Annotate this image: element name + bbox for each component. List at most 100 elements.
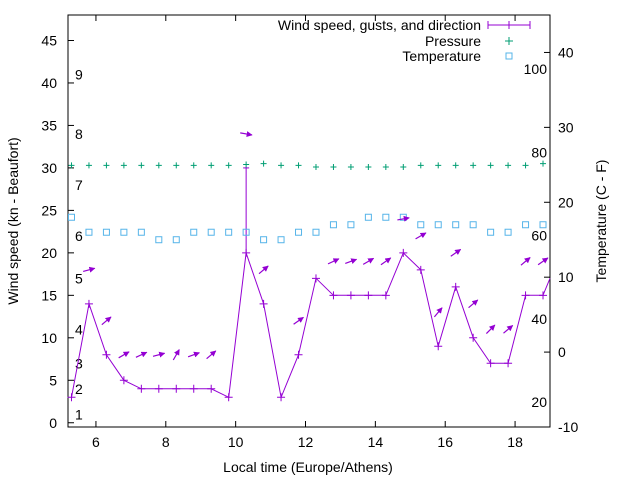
temperature-point: [522, 221, 530, 229]
pressure-point: [295, 162, 302, 169]
wind-speed-point: [381, 291, 390, 300]
wind-direction-arrow: [468, 299, 479, 309]
wind-speed-line: [71, 252, 551, 400]
pressure-point: [417, 162, 424, 169]
beaufort-label: 7: [75, 177, 83, 193]
wind-direction-arrow: [152, 351, 166, 358]
y-tick-label: 45: [41, 32, 57, 48]
y-axis-label: Wind speed (kn - Beaufort): [5, 137, 21, 304]
temperature-point: [242, 228, 250, 236]
wind-direction-arrow: [293, 316, 304, 325]
legend-label-temperature: Temperature: [402, 48, 481, 64]
wind-direction-arrow: [485, 324, 496, 334]
y2-tick-label: -10: [558, 419, 578, 435]
temperature-point: [329, 221, 337, 229]
temperature-point: [190, 228, 198, 236]
wind-speed-point: [504, 359, 513, 368]
wind-speed-point: [102, 350, 111, 359]
beaufort-label: 1: [75, 406, 83, 422]
wind-speed-point: [224, 393, 233, 402]
y2-tick-label: 10: [558, 269, 574, 285]
wind-direction-arrow: [380, 257, 392, 266]
temperature-point: [102, 228, 110, 236]
pressure-point: [103, 162, 110, 169]
y2-axis-label: Temperature (C - F): [593, 160, 609, 283]
pressure-point: [452, 162, 459, 169]
wind-speed-point: [399, 248, 408, 257]
series-layer: [67, 131, 551, 402]
y-tick-label: 35: [41, 117, 57, 133]
x-tick-label: 12: [298, 434, 314, 450]
wind-speed-point: [84, 299, 93, 308]
temperature-point: [469, 221, 477, 229]
wind-speed-point: [451, 282, 460, 291]
wind-speed-point: [311, 274, 320, 283]
wind-speed-point: [242, 248, 251, 257]
wind-speed-point: [329, 291, 338, 300]
y2-tick-label: 30: [558, 119, 574, 135]
wind-speed-point: [119, 376, 128, 385]
y-tick-label: 15: [41, 287, 57, 303]
temperature-point: [85, 228, 93, 236]
wind-direction-arrow: [101, 316, 112, 326]
pressure-point: [68, 162, 75, 169]
y-tick-label: 20: [41, 245, 57, 261]
pressure-point: [243, 161, 250, 168]
wind-speed-point: [137, 384, 146, 393]
x-tick-label: 6: [92, 434, 100, 450]
y2-tick-label: 20: [558, 194, 574, 210]
temperature-point: [347, 221, 355, 229]
plot-frame: [67, 14, 551, 428]
pressure-point: [208, 162, 215, 169]
pressure-point: [312, 164, 319, 171]
y-tick-label: 0: [49, 415, 57, 431]
pressure-point: [120, 162, 127, 169]
fahrenheit-label: 40: [531, 311, 547, 327]
wind-direction-arrow: [258, 265, 269, 275]
wind-speed-point: [172, 384, 181, 393]
wind-speed-point: [539, 291, 548, 300]
x-tick-label: 18: [507, 434, 523, 450]
y-tick-label: 25: [41, 202, 57, 218]
fahrenheit-label: 60: [531, 228, 547, 244]
pressure-point: [155, 162, 162, 169]
pressure-point: [347, 164, 354, 171]
y-tick-label: 30: [41, 160, 57, 176]
temperature-point: [120, 228, 128, 236]
temperature-point: [207, 228, 215, 236]
wind-speed-point: [259, 299, 268, 308]
pressure-point: [382, 164, 389, 171]
fahrenheit-label: 80: [531, 144, 547, 160]
pressure-point: [400, 164, 407, 171]
x-tick-label: 8: [162, 434, 170, 450]
x-tick-label: 14: [368, 434, 384, 450]
temperature-point: [364, 213, 372, 221]
temperature-point: [172, 236, 180, 244]
temperature-point: [417, 221, 425, 229]
beaufort-label: 6: [75, 228, 83, 244]
wind-speed-point: [67, 393, 76, 402]
wind-speed-point: [154, 384, 163, 393]
temperature-point: [312, 228, 320, 236]
pressure-point: [330, 164, 337, 171]
legend: Wind speed, gusts, and direction Pressur…: [278, 17, 531, 64]
pressure-point: [190, 162, 197, 169]
pressure-point: [435, 162, 442, 169]
wind-speed-point: [416, 265, 425, 274]
wind-direction-arrow: [397, 215, 410, 222]
pressure-point: [85, 162, 92, 169]
tick-labels: 6 8 10 12 14 16 18051015202530354045-100102030…: [41, 32, 578, 450]
beaufort-label: 8: [75, 126, 83, 142]
wind-direction-arrow: [83, 266, 96, 273]
y-tick-label: 10: [41, 330, 57, 346]
temperature-point: [155, 236, 163, 244]
wind-direction-arrow: [520, 257, 531, 266]
y2-tick-label: 40: [558, 44, 574, 60]
wind-direction-arrow: [415, 232, 427, 240]
temperature-point: [452, 221, 460, 229]
wind-direction-arrow: [187, 351, 200, 358]
wind-speed-point: [207, 384, 216, 393]
wind-speed-point: [469, 333, 478, 342]
pressure-point: [505, 162, 512, 169]
